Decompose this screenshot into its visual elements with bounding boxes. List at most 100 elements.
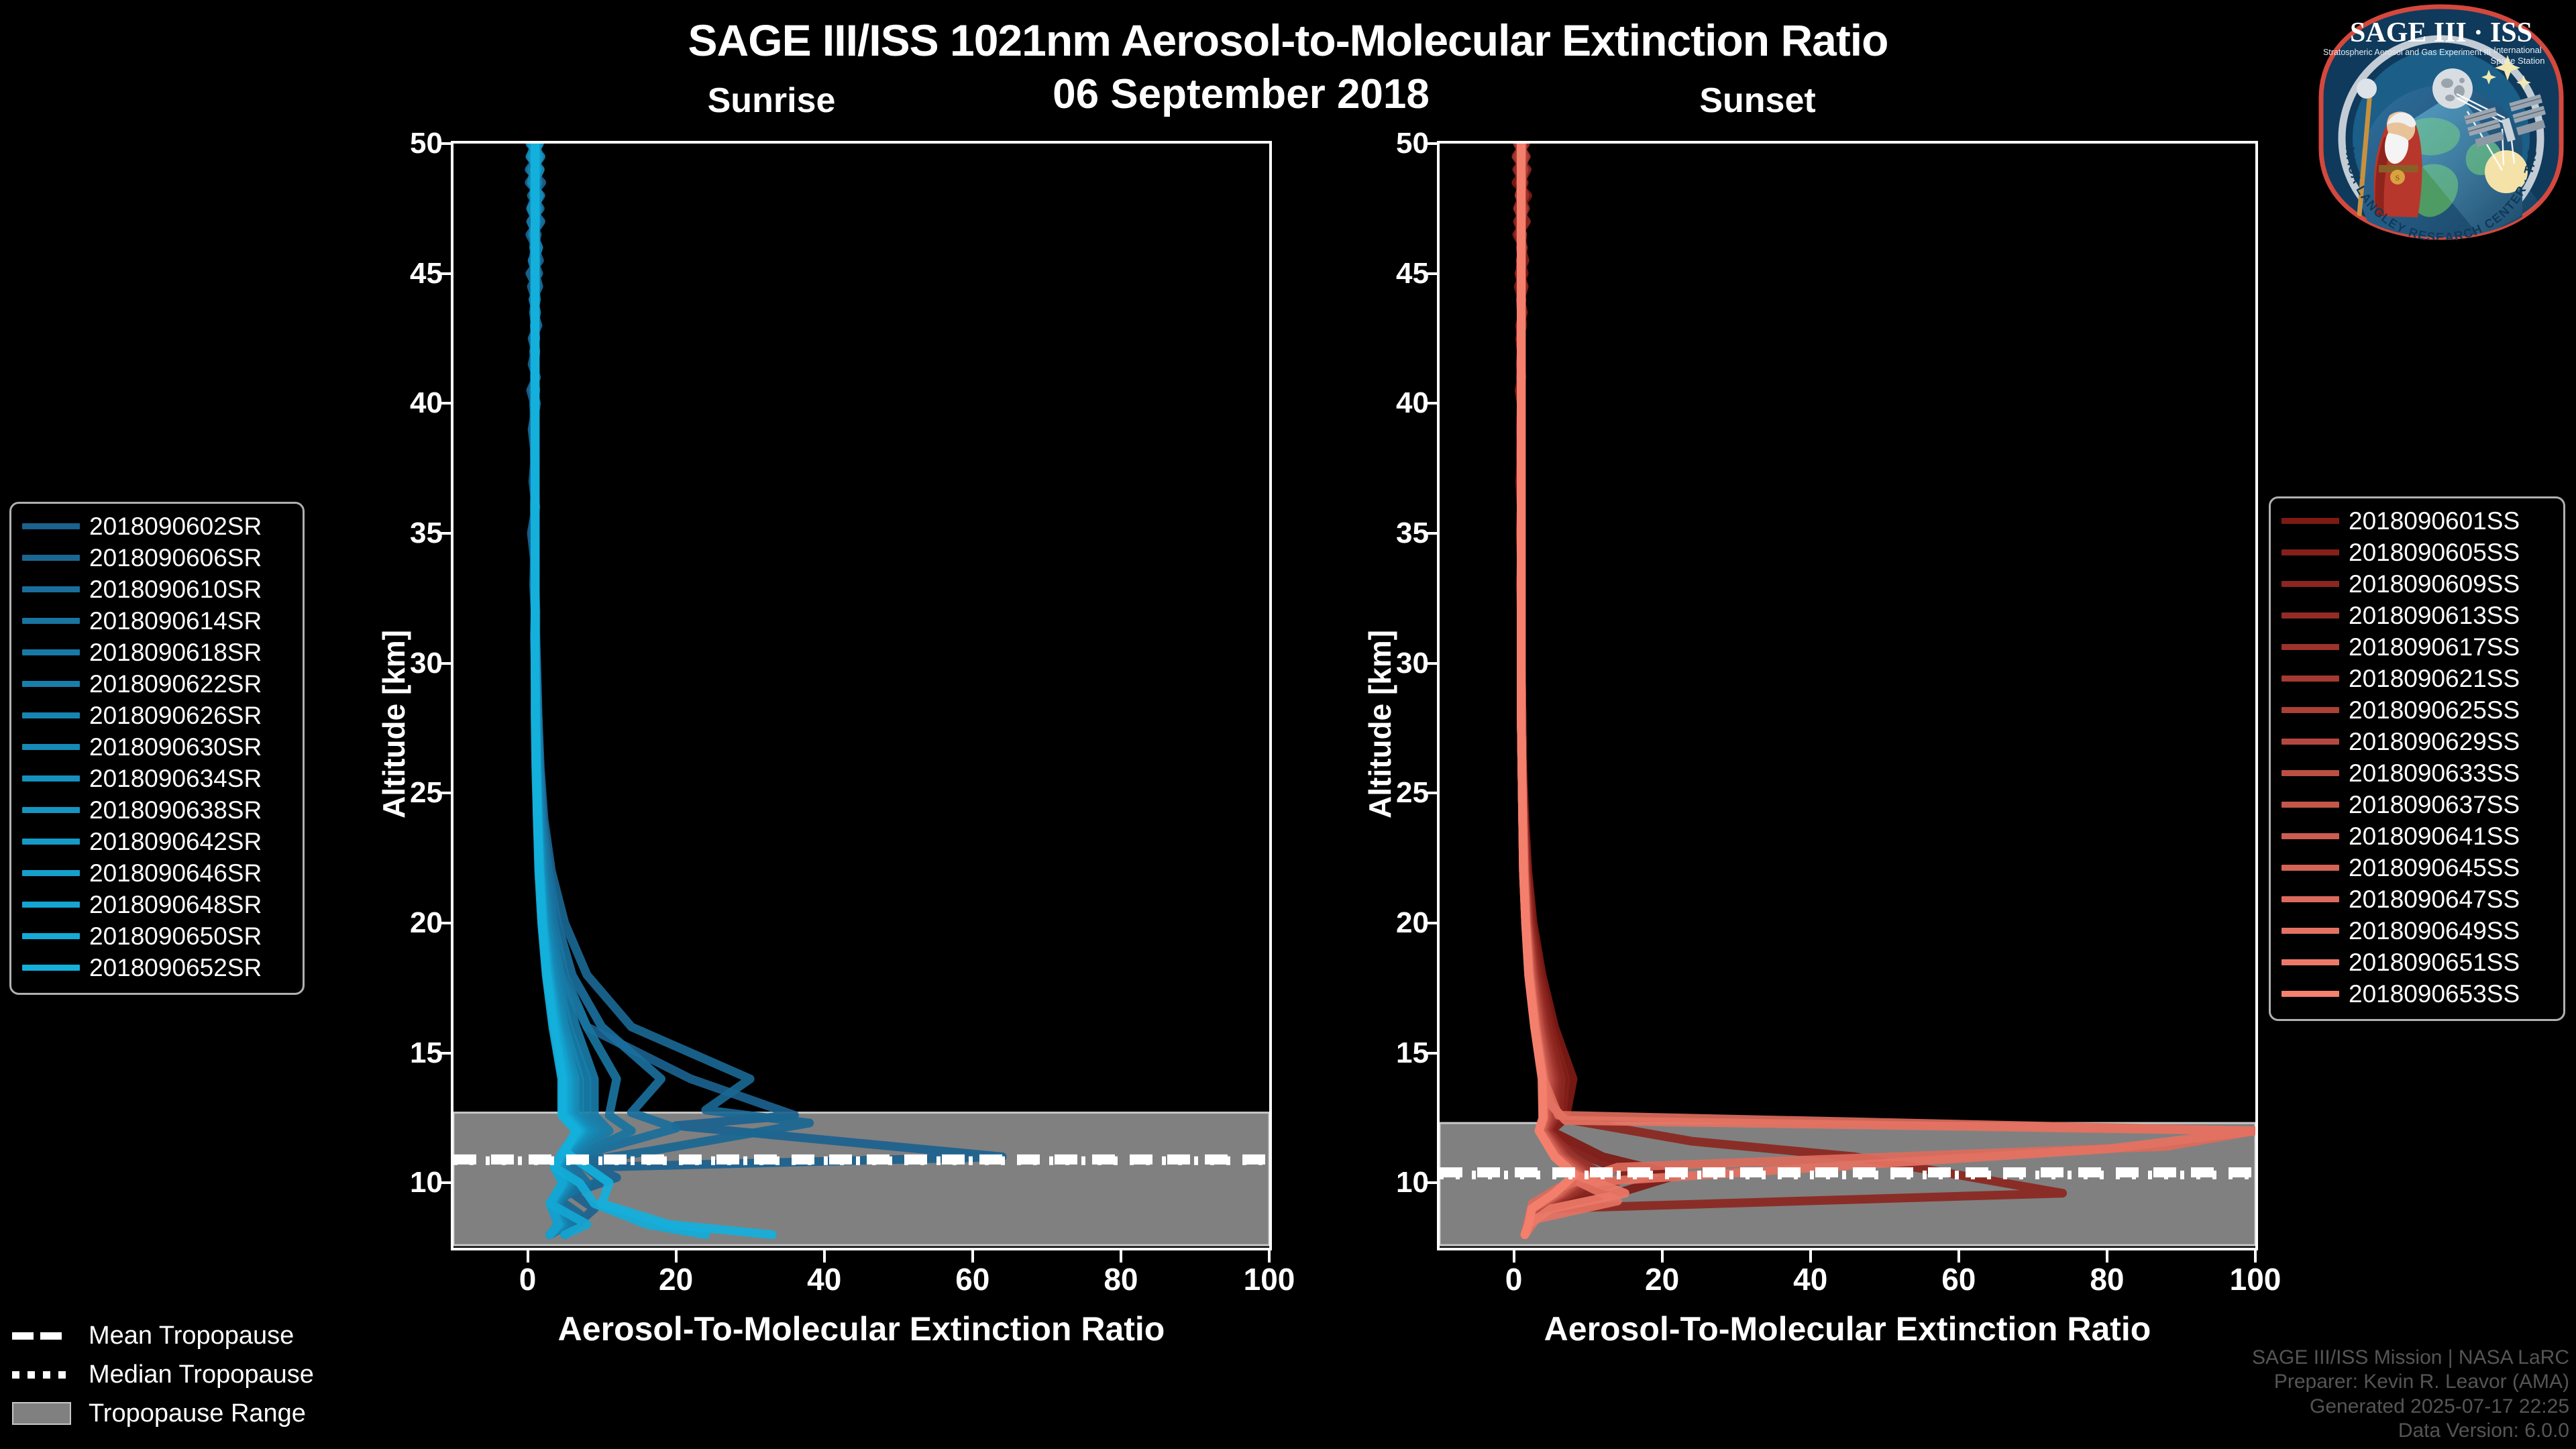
sunset-event-legend-row[interactable]: 2018090617SS xyxy=(2282,631,2553,663)
sunset-y-tick-label: 20 xyxy=(1396,906,1429,939)
sunrise-x-tick-label: 20 xyxy=(659,1262,694,1297)
logo-subtitle-right-2: Space Station xyxy=(2491,56,2545,66)
sunset-y-tick-mark xyxy=(1425,531,1437,535)
profile-line xyxy=(1517,144,2255,1240)
sunrise-event-legend-row[interactable]: 2018090650SR xyxy=(22,920,292,952)
sunrise-event-legend-row[interactable]: 2018090626SR xyxy=(22,700,292,731)
sunset-event-legend-row[interactable]: 2018090609SS xyxy=(2282,568,2553,600)
sunrise-event-legend-row[interactable]: 2018090610SR xyxy=(22,574,292,605)
sunrise-event-legend-row[interactable]: 2018090614SR xyxy=(22,605,292,637)
svg-text:S: S xyxy=(2396,173,2400,182)
color-swatch-icon xyxy=(22,744,80,750)
sunset-y-tick-mark xyxy=(1425,272,1437,275)
color-swatch-icon xyxy=(22,586,80,592)
dashed-line-icon xyxy=(12,1332,76,1340)
color-swatch-icon xyxy=(2282,612,2339,619)
legend-item-median-tropopause: Median Tropopause xyxy=(12,1355,388,1394)
color-swatch-icon xyxy=(22,681,80,687)
color-swatch-icon xyxy=(2282,549,2339,555)
sunset-x-tick-mark xyxy=(1809,1250,1812,1263)
sunset-event-legend-row[interactable]: 2018090633SS xyxy=(2282,757,2553,789)
color-swatch-icon xyxy=(2282,644,2339,650)
sunrise-y-tick-mark xyxy=(439,921,451,924)
sunset-event-legend-row[interactable]: 2018090641SS xyxy=(2282,820,2553,852)
sunset-x-tick-label: 100 xyxy=(2229,1262,2282,1297)
sunset-y-tick-mark xyxy=(1425,142,1437,145)
sunrise-x-tick-label: 40 xyxy=(807,1262,842,1297)
sunset-event-legend-row[interactable]: 2018090653SS xyxy=(2282,978,2553,1010)
footer-credits: SAGE III/ISS Mission | NASA LaRC Prepare… xyxy=(2252,1346,2569,1444)
sunset-event-legend-label: 2018090645SS xyxy=(2349,853,2520,881)
color-swatch-icon xyxy=(22,649,80,655)
color-swatch-icon xyxy=(2282,770,2339,776)
sunset-event-legend-row[interactable]: 2018090625SS xyxy=(2282,694,2553,726)
sunrise-event-legend-row[interactable]: 2018090652SR xyxy=(22,952,292,983)
logo-title: SAGE III · ISS xyxy=(2350,17,2532,48)
sunset-event-legend-row[interactable]: 2018090649SS xyxy=(2282,915,2553,947)
sunrise-event-legend-label: 2018090610SR xyxy=(89,575,262,603)
sunset-y-tick-mark xyxy=(1425,921,1437,924)
date-title: 06 September 2018 xyxy=(1053,71,1430,117)
sunrise-y-tick-mark xyxy=(439,531,451,535)
color-swatch-icon xyxy=(2282,581,2339,587)
sunrise-event-legend-row[interactable]: 2018090648SR xyxy=(22,889,292,920)
sunset-event-legend-label: 2018090617SS xyxy=(2349,633,2520,661)
profile-line xyxy=(1513,144,1597,1240)
sunrise-plot-panel xyxy=(451,141,1272,1250)
footer-preparer: Preparer: Kevin R. Leavor (AMA) xyxy=(2273,1371,2569,1393)
sunrise-y-tick-mark xyxy=(439,1051,451,1055)
sunset-event-legend-row[interactable]: 2018090601SS xyxy=(2282,505,2553,537)
sunset-x-tick-mark xyxy=(2105,1250,2108,1263)
sunrise-y-tick-mark xyxy=(439,661,451,665)
sunset-y-tick-mark xyxy=(1425,792,1437,795)
color-swatch-icon xyxy=(22,870,80,876)
sunrise-event-legend-row[interactable]: 2018090646SR xyxy=(22,857,292,889)
sunrise-y-tick-mark xyxy=(439,792,451,795)
sunrise-y-tick-mark xyxy=(439,142,451,145)
sunset-event-legend-label: 2018090621SS xyxy=(2349,664,2520,692)
sunrise-x-tick-label: 60 xyxy=(955,1262,990,1297)
sunrise-event-legend-row[interactable]: 2018090634SR xyxy=(22,763,292,794)
sunrise-event-legend-row[interactable]: 2018090602SR xyxy=(22,511,292,542)
sunset-event-legend[interactable]: 2018090601SS 2018090605SS 2018090609SS 2018… xyxy=(2269,496,2565,1021)
sunset-event-legend-row[interactable]: 2018090651SS xyxy=(2282,947,2553,978)
sunrise-event-legend-row[interactable]: 2018090630SR xyxy=(22,731,292,763)
sunset-event-legend-label: 2018090609SS xyxy=(2349,570,2520,598)
sunset-event-legend-row[interactable]: 2018090637SS xyxy=(2282,789,2553,820)
sunrise-y-tick-label: 25 xyxy=(410,776,443,810)
sunrise-event-legend-label: 2018090602SR xyxy=(89,512,262,540)
sunrise-event-legend-label: 2018090652SR xyxy=(89,953,262,981)
sunset-event-legend-row[interactable]: 2018090629SS xyxy=(2282,726,2553,757)
sunrise-event-legend-row[interactable]: 2018090638SR xyxy=(22,794,292,826)
sunrise-event-legend-row[interactable]: 2018090642SR xyxy=(22,826,292,857)
median-tropopause-label: Median Tropopause xyxy=(89,1360,314,1389)
sunset-event-legend-row[interactable]: 2018090647SS xyxy=(2282,883,2553,915)
sunrise-event-legend-label: 2018090650SR xyxy=(89,922,262,950)
sunrise-event-legend-row[interactable]: 2018090622SR xyxy=(22,668,292,700)
sunset-event-legend-row[interactable]: 2018090645SS xyxy=(2282,852,2553,883)
sunset-event-legend-label: 2018090625SS xyxy=(2349,696,2520,724)
sunset-event-legend-row[interactable]: 2018090613SS xyxy=(2282,600,2553,631)
sunset-y-tick-label: 10 xyxy=(1396,1166,1429,1199)
sunset-x-axis-label: Aerosol-To-Molecular Extinction Ratio xyxy=(1544,1310,2151,1348)
sunset-event-legend-row[interactable]: 2018090605SS xyxy=(2282,537,2553,568)
sunset-event-legend-row[interactable]: 2018090621SS xyxy=(2282,663,2553,694)
sunrise-event-legend[interactable]: 2018090602SR 2018090606SR 2018090610SR 2018… xyxy=(9,502,305,995)
color-swatch-icon xyxy=(22,618,80,624)
sunrise-event-legend-row[interactable]: 2018090618SR xyxy=(22,637,292,668)
sunrise-event-legend-label: 2018090622SR xyxy=(89,669,262,698)
color-swatch-icon xyxy=(2282,896,2339,902)
sunrise-event-legend-label: 2018090646SR xyxy=(89,859,262,887)
sunrise-y-tick-label: 20 xyxy=(410,906,443,939)
dotted-line-icon xyxy=(12,1371,76,1379)
color-swatch-icon xyxy=(2282,802,2339,808)
sunset-x-tick-mark xyxy=(1660,1250,1664,1263)
sunrise-event-legend-label: 2018090638SR xyxy=(89,796,262,824)
color-swatch-icon xyxy=(2282,739,2339,745)
sunrise-x-tick-mark xyxy=(822,1250,826,1263)
sunrise-event-legend-row[interactable]: 2018090606SR xyxy=(22,542,292,574)
sunset-x-tick-mark xyxy=(1512,1250,1515,1263)
sunset-x-tick-label: 80 xyxy=(2090,1262,2125,1297)
sunset-event-legend-label: 2018090649SS xyxy=(2349,916,2520,945)
color-swatch-icon xyxy=(22,902,80,908)
